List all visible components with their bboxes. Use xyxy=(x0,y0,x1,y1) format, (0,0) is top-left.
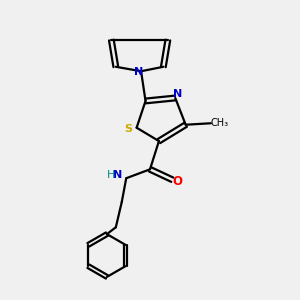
Text: CH₃: CH₃ xyxy=(211,118,229,128)
Text: H: H xyxy=(106,170,115,180)
Text: N: N xyxy=(173,88,182,98)
Text: S: S xyxy=(124,124,132,134)
Text: N: N xyxy=(134,67,143,77)
Text: O: O xyxy=(172,175,183,188)
Text: N: N xyxy=(113,170,122,180)
